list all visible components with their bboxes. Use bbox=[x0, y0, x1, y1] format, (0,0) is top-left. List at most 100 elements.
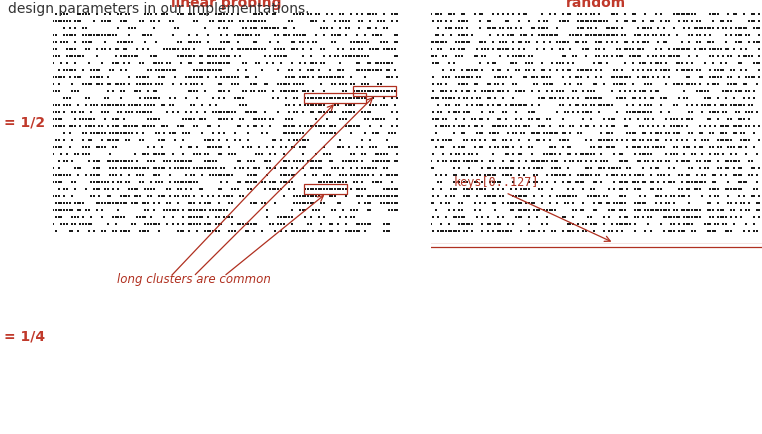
Point bbox=[484, 308, 496, 315]
Point bbox=[575, 123, 587, 130]
Point bbox=[600, 39, 613, 46]
Point bbox=[702, 419, 714, 426]
Point bbox=[110, 130, 122, 137]
Point bbox=[556, 302, 568, 309]
Point bbox=[437, 270, 450, 277]
Point bbox=[487, 227, 499, 234]
Point bbox=[215, 164, 227, 171]
Point bbox=[88, 285, 100, 292]
Point bbox=[213, 334, 225, 341]
Point bbox=[743, 88, 755, 95]
Point bbox=[218, 18, 230, 25]
Point bbox=[232, 398, 244, 405]
Point bbox=[272, 25, 284, 32]
Point bbox=[302, 375, 314, 382]
Point bbox=[391, 250, 403, 257]
Point bbox=[722, 46, 735, 53]
Point bbox=[112, 46, 124, 53]
Point bbox=[61, 200, 73, 207]
Point bbox=[655, 60, 667, 67]
Point bbox=[528, 67, 540, 74]
Point bbox=[743, 358, 755, 365]
Point bbox=[337, 185, 349, 192]
Point bbox=[218, 326, 230, 332]
Point bbox=[213, 200, 225, 207]
Point bbox=[318, 53, 330, 60]
Point bbox=[546, 244, 559, 251]
Point bbox=[389, 102, 401, 108]
Point bbox=[302, 74, 314, 81]
Point bbox=[215, 39, 227, 46]
Point bbox=[354, 171, 366, 178]
Point bbox=[112, 25, 124, 32]
Point bbox=[686, 60, 698, 67]
Point bbox=[556, 130, 568, 137]
Point bbox=[117, 102, 130, 108]
Point bbox=[523, 185, 535, 192]
Point bbox=[110, 361, 122, 368]
Point bbox=[188, 81, 200, 88]
Point bbox=[572, 381, 584, 388]
Point bbox=[603, 378, 615, 385]
Point bbox=[476, 261, 488, 268]
Point bbox=[326, 253, 338, 260]
Point bbox=[479, 270, 491, 277]
Point bbox=[632, 264, 644, 271]
Point bbox=[302, 299, 314, 306]
Point bbox=[663, 200, 675, 207]
Point bbox=[655, 185, 667, 192]
Point bbox=[479, 305, 491, 312]
Point bbox=[450, 151, 463, 158]
Point bbox=[474, 171, 486, 178]
Point bbox=[110, 308, 122, 315]
Point bbox=[378, 346, 390, 353]
Point bbox=[709, 123, 722, 130]
Point bbox=[283, 67, 295, 74]
Point bbox=[342, 123, 354, 130]
Point bbox=[530, 115, 543, 122]
Point bbox=[432, 355, 444, 362]
Point bbox=[232, 305, 244, 312]
Point bbox=[164, 279, 176, 286]
Point bbox=[497, 241, 509, 248]
Point bbox=[354, 67, 366, 74]
Point bbox=[373, 88, 385, 95]
Point bbox=[72, 256, 84, 263]
Point bbox=[722, 74, 735, 81]
Point bbox=[288, 314, 300, 321]
Point bbox=[218, 311, 230, 318]
Point bbox=[348, 46, 360, 53]
Point bbox=[458, 130, 470, 137]
Point bbox=[63, 53, 75, 60]
Point bbox=[738, 200, 750, 207]
Point bbox=[725, 200, 737, 207]
Point bbox=[291, 11, 303, 18]
Point bbox=[476, 413, 488, 420]
Point bbox=[232, 358, 244, 365]
Point bbox=[91, 178, 103, 185]
Point bbox=[93, 393, 105, 400]
Point bbox=[110, 311, 122, 318]
Point bbox=[115, 326, 127, 332]
Point bbox=[578, 25, 590, 32]
Point bbox=[722, 144, 735, 151]
Point bbox=[616, 259, 628, 266]
Point bbox=[229, 293, 241, 300]
Point bbox=[299, 102, 312, 108]
Point bbox=[215, 390, 227, 397]
Point bbox=[580, 340, 592, 347]
Point bbox=[331, 220, 344, 227]
Point bbox=[533, 419, 546, 426]
Point bbox=[215, 358, 227, 365]
Point bbox=[507, 39, 520, 46]
Point bbox=[348, 151, 360, 158]
Point bbox=[482, 115, 494, 122]
Point bbox=[299, 425, 312, 432]
Point bbox=[510, 355, 522, 362]
Point bbox=[440, 346, 452, 353]
Point bbox=[541, 214, 553, 220]
Point bbox=[237, 329, 249, 335]
Point bbox=[47, 276, 59, 283]
Point bbox=[288, 137, 300, 144]
Point bbox=[585, 302, 597, 309]
